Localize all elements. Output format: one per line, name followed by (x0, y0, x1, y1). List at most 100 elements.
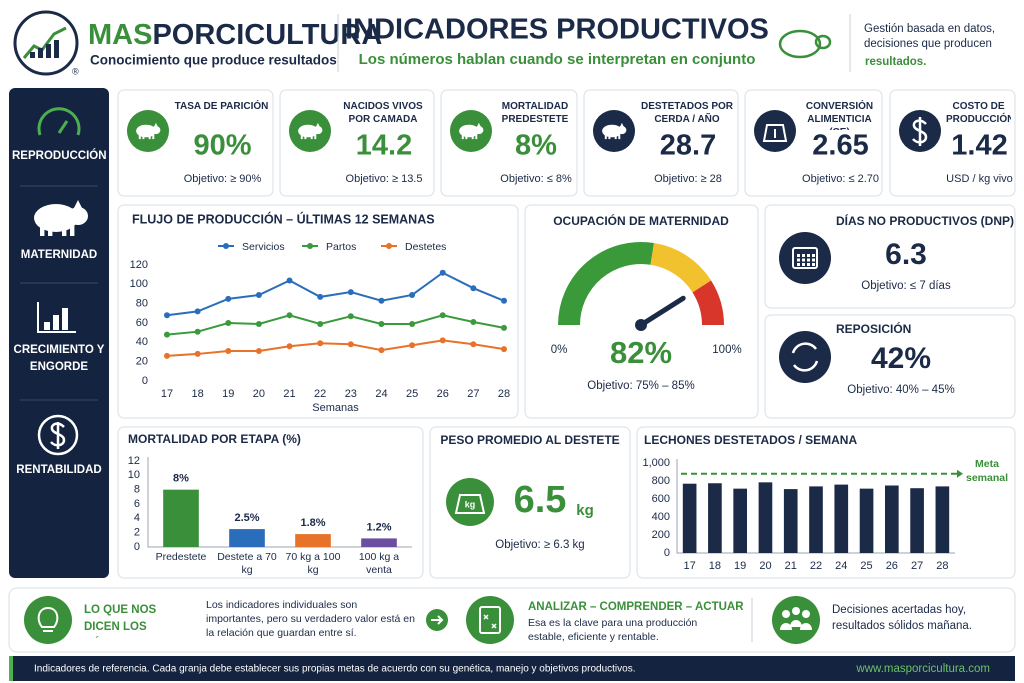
bar (834, 484, 849, 553)
line-point (439, 269, 446, 276)
chart-title: LECHONES DESTETADOS / SEMANA (644, 433, 857, 447)
y-tick-label: 0 (664, 547, 670, 559)
line-point (470, 319, 477, 326)
kpi-value: 90% (193, 130, 251, 162)
kpi-value: 2.65 (812, 130, 868, 162)
card-icon (797, 254, 800, 257)
x-tick-label: 19 (222, 388, 234, 400)
y-tick-label: 8 (134, 484, 140, 496)
pig-icon (142, 134, 145, 140)
x-tick-label: 23 (345, 388, 357, 400)
kpi-label: DESTETADOS POR CERDA / AÑO (641, 101, 733, 125)
value-label: 8% (173, 473, 189, 485)
pig-icon (782, 33, 817, 55)
logo (38, 48, 43, 58)
pig-icon (314, 134, 317, 140)
kpi-label: MORTALIDAD PREDESTETE (501, 101, 569, 125)
y-tick-label: 1,000 (642, 457, 670, 469)
header-pig (814, 34, 832, 50)
card-icon (807, 254, 810, 257)
legend-label: Servicios (242, 241, 285, 253)
bar (783, 489, 798, 553)
kpi-label: CONVERSIÓN ALIMENTICIA (CE) (805, 101, 874, 130)
card-unit: kg (576, 502, 594, 519)
gauge-value: 82% (610, 335, 672, 370)
bottom-bar (9, 656, 1015, 681)
card-icon (807, 258, 810, 262)
y-tick-label: 60 (136, 317, 148, 329)
pig-icon (310, 134, 313, 140)
bar (229, 529, 265, 547)
sidebar-item: RENTABILIDAD (16, 464, 102, 476)
bar (859, 488, 874, 553)
pig-icon (475, 134, 478, 140)
pig-icon (148, 134, 151, 140)
card-value: 6.5 (514, 479, 567, 521)
line-point (439, 312, 446, 319)
footer-text: Decisiones acertadas hoy, resultados sól… (832, 604, 972, 632)
footer-text: Los indicadores individuales son importa… (206, 599, 415, 639)
card-icon (797, 258, 800, 262)
gauge-target: Objetivo: 75% – 85% (587, 380, 694, 392)
card-value: 42% (871, 342, 931, 375)
line-series (166, 339, 505, 357)
page-subtitle: Los números hablan cuando se interpretan… (359, 51, 756, 68)
pig-icon (614, 134, 617, 140)
x-tick-label: 70 kg a 100 kg (285, 551, 341, 576)
bar (935, 486, 950, 553)
y-tick-label: 100 (130, 278, 148, 290)
line-point (317, 320, 324, 327)
line-point (194, 308, 201, 315)
x-tick-label: 27 (911, 560, 923, 572)
target-label: Meta semanal (966, 458, 1008, 484)
gauge-band (558, 242, 654, 326)
x-tick-label: 21 (283, 388, 295, 400)
card (429, 426, 631, 579)
line-point (164, 352, 170, 359)
x-tick-label: 27 (467, 388, 479, 400)
y-tick-label: 0 (134, 541, 140, 553)
bottom-accent (9, 656, 13, 681)
line-point (225, 320, 232, 326)
line-point (501, 297, 507, 304)
footer-text: Esa es la clave para una producción esta… (528, 617, 698, 643)
footer-icon (479, 606, 501, 634)
x-axis-label: Semanas (312, 402, 359, 414)
line-point (409, 320, 416, 327)
pig-icon (313, 126, 323, 135)
kpi-target: Objetivo: ≥ 90% (184, 173, 262, 185)
x-tick-label: Destete a 70 kg (217, 551, 277, 576)
bar (733, 488, 748, 553)
logo (46, 44, 51, 58)
line-point (286, 343, 293, 350)
icon-label: kg (465, 499, 476, 509)
x-tick-label: 100 kg a venta (359, 551, 399, 576)
pig-icon (461, 134, 464, 140)
line-series (166, 314, 505, 336)
legend-label: Partos (326, 241, 356, 253)
kpi-target: Objetivo: ≥ 28 (654, 173, 722, 185)
pig-icon (465, 134, 468, 140)
header-pig (778, 29, 822, 59)
sidebar-item: CRECIMIENTO Y ENGORDE (13, 344, 105, 373)
line-point (164, 331, 170, 338)
y-tick-label: 80 (136, 298, 148, 310)
line-point (164, 312, 170, 319)
x-tick-label: 17 (684, 560, 696, 572)
gauge-band (650, 243, 712, 293)
pig-icon (70, 226, 75, 236)
y-tick-label: 200 (652, 529, 670, 541)
footer-text: Decisiones acertadas hoy, resultados sól… (832, 604, 972, 632)
footer-icon (792, 607, 800, 615)
legend-swatch (307, 243, 313, 249)
gauge-needle (638, 295, 686, 328)
line-point (225, 295, 232, 302)
kpi-label: NACIDOS VIVOS POR CAMADA (343, 101, 423, 125)
line-point (501, 324, 507, 331)
value-label: 1.2% (366, 521, 391, 533)
line-point (286, 312, 293, 319)
bar (682, 483, 697, 553)
x-tick-label: 22 (314, 388, 326, 400)
icon-circle (779, 232, 831, 284)
sidebar-item: MATERNIDAD (20, 249, 98, 261)
